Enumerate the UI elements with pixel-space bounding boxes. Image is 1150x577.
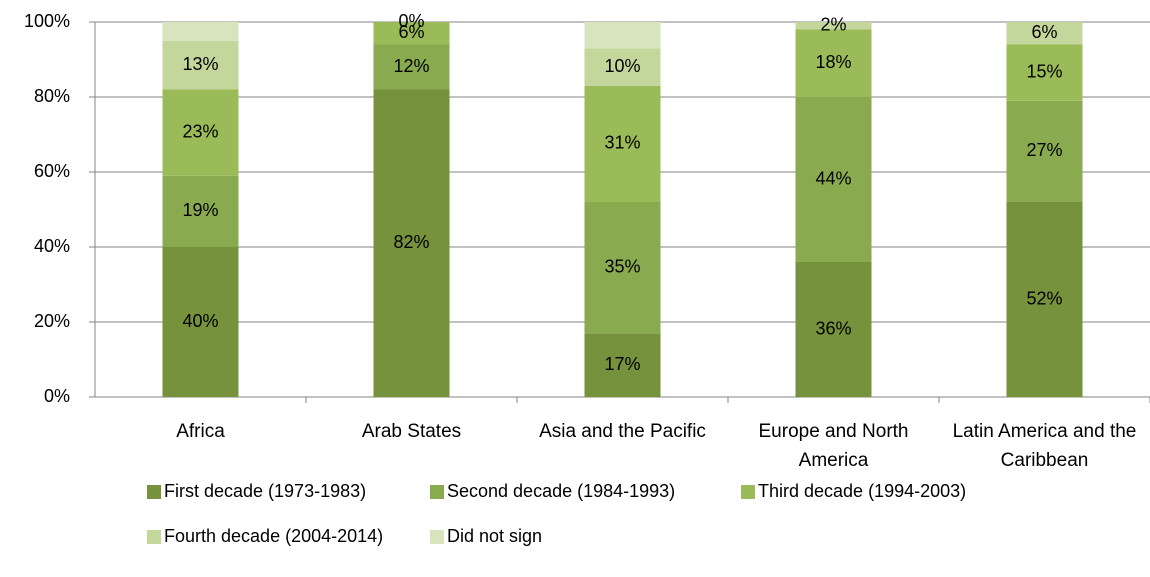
legend-swatch — [741, 485, 755, 499]
legend-swatch — [147, 530, 161, 544]
x-tick-label-box: Africa — [176, 421, 225, 442]
data-label: 31% — [604, 133, 640, 153]
x-tick-label-box: Asia and the Pacific — [539, 421, 706, 442]
bar-segment — [1006, 44, 1083, 101]
bar-segment — [1006, 202, 1083, 397]
legend-swatch — [430, 530, 444, 544]
data-label: 27% — [1026, 140, 1062, 160]
bar-segment — [795, 22, 872, 30]
data-label: 19% — [182, 200, 218, 220]
legend-swatch — [147, 485, 161, 499]
y-tick-label: 20% — [34, 311, 70, 331]
data-label: 0% — [398, 11, 424, 31]
y-tick-label: 80% — [34, 86, 70, 106]
data-label: 36% — [815, 318, 851, 338]
data-label: 52% — [1026, 288, 1062, 308]
bar-segment — [584, 48, 661, 86]
bar-segment — [584, 22, 661, 49]
x-tick-label: Latin America and the Caribbean — [952, 421, 1137, 471]
data-label: 17% — [604, 354, 640, 374]
y-tick-label: 100% — [24, 11, 70, 31]
x-tick-label-box: Europe and North America — [758, 421, 909, 471]
bar-segment — [584, 85, 661, 202]
data-label: 2% — [820, 15, 846, 35]
legend-label: Third decade (1994-2003) — [758, 481, 966, 501]
data-label: 6% — [398, 22, 424, 42]
data-label: 35% — [604, 256, 640, 276]
x-tick-label: Africa — [176, 421, 225, 442]
x-tick-label-box: Latin America and the Caribbean — [952, 421, 1137, 471]
x-tick-label: Arab States — [361, 421, 462, 442]
bar-segment — [1006, 100, 1083, 202]
bar-segment — [1006, 22, 1083, 45]
bar-segment — [162, 89, 239, 176]
legend-label: Fourth decade (2004-2014) — [164, 526, 383, 546]
legend-label: First decade (1973-1983) — [164, 481, 366, 501]
y-tick-label: 60% — [34, 161, 70, 181]
data-label: 18% — [815, 52, 851, 72]
data-label: 82% — [393, 232, 429, 252]
data-label: 13% — [182, 54, 218, 74]
x-tick-label: Europe and North America — [758, 421, 909, 471]
data-label: 10% — [604, 56, 640, 76]
data-label: 15% — [1026, 61, 1062, 81]
data-label: 40% — [182, 311, 218, 331]
bar-segment — [795, 262, 872, 397]
bar-segment — [373, 22, 450, 45]
bar-segment — [162, 22, 239, 41]
data-label: 6% — [1031, 22, 1057, 42]
bar-segment — [795, 97, 872, 262]
data-label: 12% — [393, 56, 429, 76]
y-tick-label: 40% — [34, 236, 70, 256]
x-tick-label: Asia and the Pacific — [539, 421, 706, 442]
bar-segment — [795, 29, 872, 97]
bar-segment — [162, 247, 239, 397]
legend-swatch — [430, 485, 444, 499]
legend-label: Did not sign — [447, 526, 542, 546]
bar-segment — [584, 333, 661, 397]
bar-segment — [584, 202, 661, 334]
y-tick-label: 0% — [44, 386, 70, 406]
bar-segment — [162, 175, 239, 247]
x-tick-label-box: Arab States — [361, 421, 462, 442]
bar-segment — [373, 44, 450, 90]
bar-segment — [162, 40, 239, 90]
bar-segment — [373, 89, 450, 397]
data-label: 23% — [182, 121, 218, 141]
data-label: 44% — [815, 168, 851, 188]
legend-label: Second decade (1984-1993) — [447, 481, 675, 501]
